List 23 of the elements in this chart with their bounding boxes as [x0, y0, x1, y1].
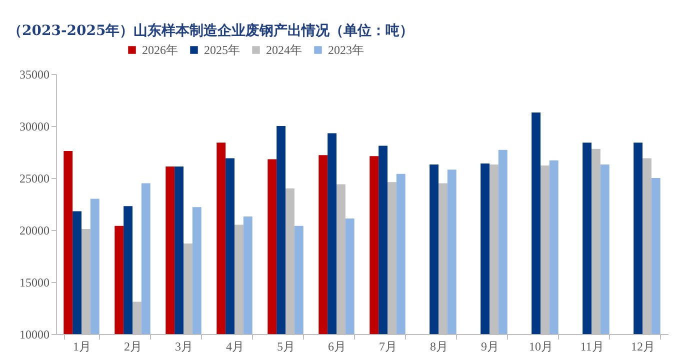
x-tick-label: 12月: [631, 340, 655, 354]
legend-label: 2023年: [328, 43, 364, 57]
y-tick-label: 10000: [20, 328, 50, 342]
y-tick-label: 35000: [20, 68, 50, 82]
y-tick-label: 15000: [20, 276, 50, 290]
x-tick-label: 1月: [73, 340, 91, 354]
chart-title: （2023-2025年）山东样本制造企业废钢产出情况（单位：吨）: [8, 22, 414, 39]
y-tick-label: 25000: [20, 172, 50, 186]
y-tick-label: 30000: [20, 120, 50, 134]
legend-label: 2026年: [142, 43, 178, 57]
x-tick-label: 6月: [328, 340, 346, 354]
legend-label: 2024年: [266, 43, 302, 57]
y-tick-label: 20000: [20, 224, 50, 238]
x-tick-label: 8月: [430, 340, 448, 354]
x-tick-label: 2月: [124, 340, 142, 354]
x-tick-label: 3月: [175, 340, 193, 354]
x-tick-label: 10月: [529, 340, 553, 354]
x-tick-label: 11月: [580, 340, 604, 354]
x-tick-label: 9月: [481, 340, 499, 354]
x-tick-label: 7月: [379, 340, 397, 354]
legend-label: 2025年: [204, 43, 240, 57]
x-tick-label: 5月: [277, 340, 295, 354]
x-tick-label: 4月: [226, 340, 244, 354]
